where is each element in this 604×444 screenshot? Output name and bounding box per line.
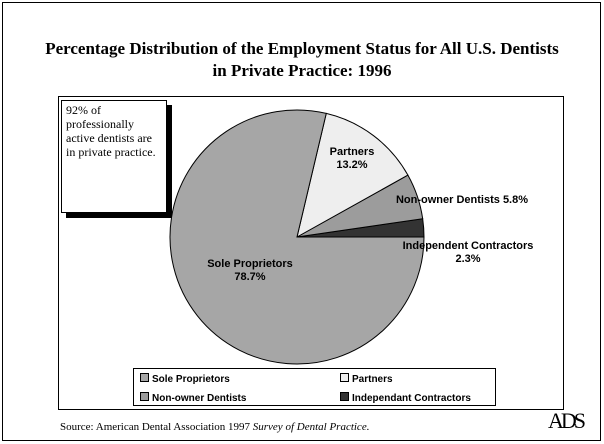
data-label: Non-owner Dentists 5.8% bbox=[372, 194, 552, 207]
data-label-name: Independent Contractors bbox=[402, 240, 534, 252]
legend-label: Sole Proprietors bbox=[152, 374, 230, 385]
data-label-name: Sole Proprietors bbox=[207, 258, 293, 270]
legend-label: Independant Contractors bbox=[352, 393, 471, 404]
legend-entry: Partners bbox=[340, 373, 393, 386]
source-publication: Survey of Dental Practice. bbox=[252, 421, 370, 433]
legend-entry: Independant Contractors bbox=[340, 392, 471, 405]
pie-slice bbox=[169, 109, 425, 365]
data-label-name: Partners bbox=[329, 146, 375, 158]
legend-swatch bbox=[340, 392, 349, 401]
legend-swatch bbox=[140, 392, 149, 401]
data-label-value: 78.7% bbox=[234, 271, 266, 283]
data-label-name: Non-owner Dentists bbox=[395, 194, 500, 206]
pie-slice bbox=[296, 112, 409, 238]
data-label-value: 5.8% bbox=[502, 194, 529, 206]
legend-swatch bbox=[340, 373, 349, 382]
source-text: Source: American Dental Association 1997 bbox=[60, 421, 251, 433]
data-label-value: 2.3% bbox=[455, 253, 481, 265]
logo: ADS bbox=[548, 408, 586, 433]
data-label-value: 13.2% bbox=[336, 159, 368, 171]
legend-swatch bbox=[140, 373, 149, 382]
legend-label: Partners bbox=[352, 374, 393, 385]
legend-label: Non-owner Dentists bbox=[152, 393, 247, 404]
legend-box bbox=[133, 368, 496, 406]
data-label: Sole Proprietors 78.7% bbox=[206, 258, 294, 284]
legend-entry: Non-owner Dentists bbox=[140, 392, 246, 405]
chart-title: Percentage Distribution of the Employmen… bbox=[45, 39, 559, 80]
annotation: 92% of professionally active dentists ar… bbox=[61, 100, 167, 213]
source: Source: American Dental Association 1997… bbox=[60, 421, 369, 433]
data-label: Independent Contractors 2.3% bbox=[378, 240, 558, 266]
legend-entry: Sole Proprietors bbox=[140, 373, 230, 386]
data-label: Partners 13.2% bbox=[312, 146, 392, 172]
